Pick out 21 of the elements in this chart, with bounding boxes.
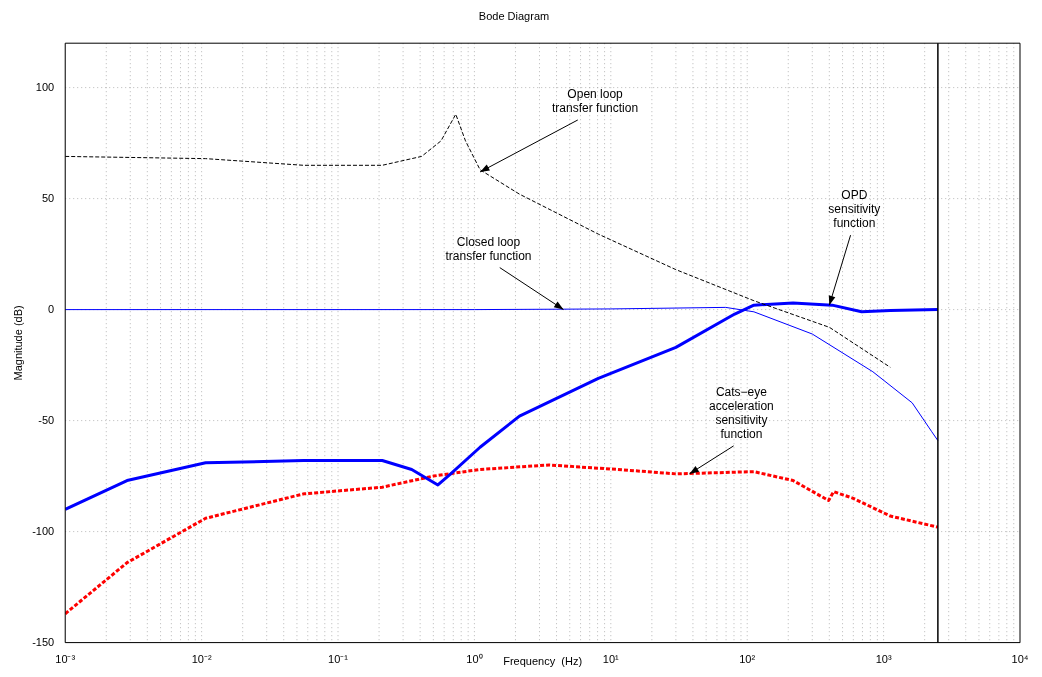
x-tick-label: 10⁰	[466, 653, 483, 666]
x-tick-label: 10⁻²	[191, 653, 212, 666]
x-tick-label: 10⁻³	[55, 653, 76, 666]
y-tick-label: 100	[35, 80, 55, 93]
y-tick-label: -50	[38, 413, 55, 426]
x-axis-title: Frequency (Hz)	[503, 655, 583, 668]
annotation: Closed loop transfer function	[445, 234, 532, 263]
annotation: OPD sensitivity function	[828, 188, 881, 231]
x-tick-label: 10¹	[602, 653, 620, 666]
x-tick-label: 10⁻¹	[328, 653, 349, 666]
y-tick-label: 50	[41, 191, 55, 204]
x-tick-label: 10²	[739, 653, 756, 666]
x-tick-label: 10⁴	[1011, 653, 1029, 666]
y-axis-title: Magnitude (dB)	[11, 305, 24, 381]
y-tick-label: -150	[32, 635, 55, 648]
y-tick-label: -100	[32, 524, 55, 537]
chart-title: Bode Diagram	[478, 9, 550, 22]
annotation: Cats−eye acceleration sensitivity function	[709, 385, 774, 442]
x-tick-label: 10³	[875, 653, 892, 666]
annotation: Open loop transfer function	[552, 87, 639, 116]
y-tick-label: 0	[48, 302, 55, 315]
